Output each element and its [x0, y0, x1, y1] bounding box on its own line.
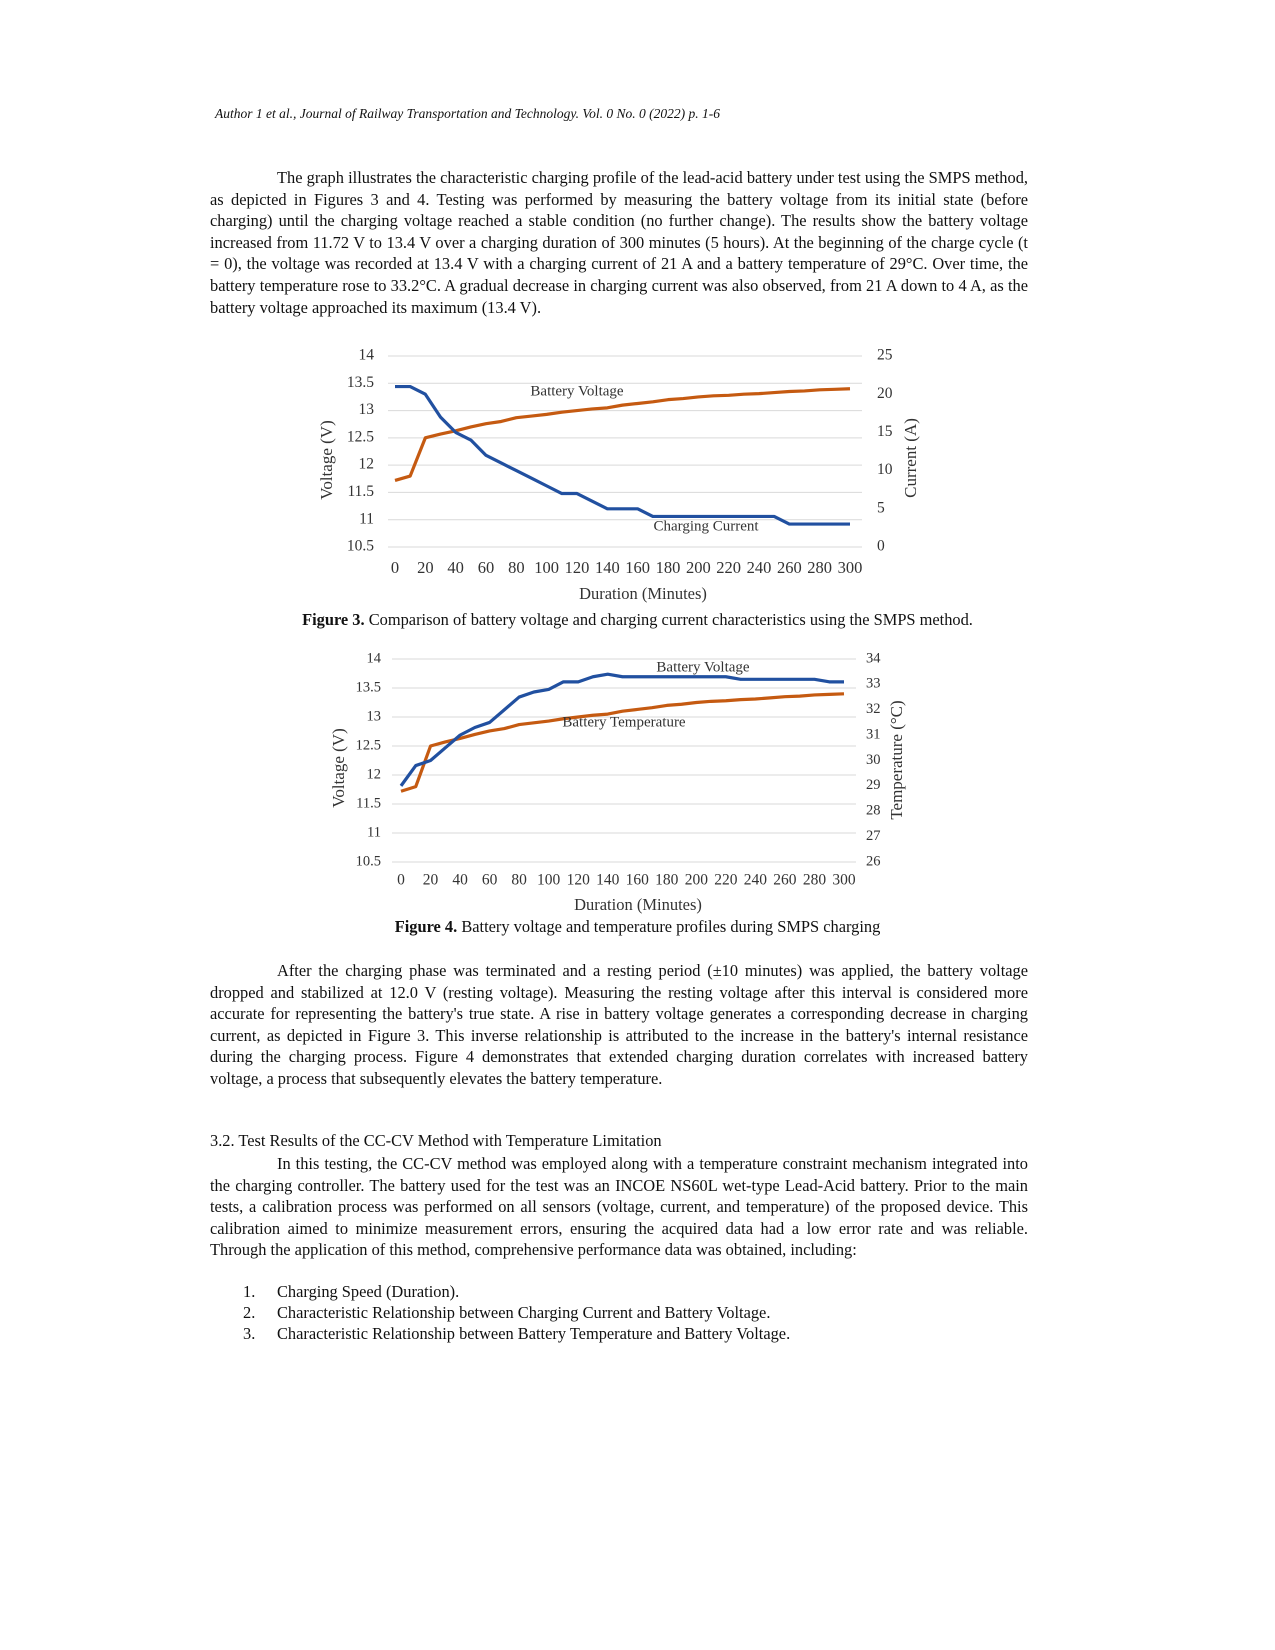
- y2-tick-label: 26: [866, 853, 881, 869]
- y-tick-label: 11: [359, 510, 374, 527]
- y-tick-label: 13: [359, 401, 375, 418]
- x-tick-label: 160: [626, 872, 650, 889]
- data-line: [399, 672, 844, 787]
- list-number: 1.: [243, 1282, 256, 1301]
- y-tick-label: 14: [367, 650, 382, 666]
- series-label: Battery Temperature: [562, 714, 686, 730]
- y2-tick-label: 10: [877, 461, 893, 478]
- paragraph: The graph illustrates the characteristic…: [210, 168, 1028, 317]
- y2-tick-label: 31: [866, 726, 881, 742]
- figure-label: Figure 4.: [394, 917, 458, 936]
- y-axis-title: Voltage (V): [317, 420, 336, 499]
- x-tick-label: 180: [656, 558, 681, 577]
- list-number: 2.: [243, 1303, 256, 1322]
- list-number: 3.: [243, 1324, 256, 1343]
- y-tick-label: 11.5: [347, 483, 374, 500]
- y-tick-label: 12.5: [347, 428, 374, 445]
- x-tick-label: 280: [807, 558, 832, 577]
- x-tick-label: 200: [685, 872, 709, 889]
- figure-label: Figure 3.: [302, 610, 365, 629]
- x-tick-label: 80: [508, 558, 525, 577]
- y-axis-title: Voltage (V): [329, 728, 348, 807]
- x-axis-title: Duration (Minutes): [574, 895, 702, 914]
- x-tick-label: 120: [567, 872, 591, 889]
- y-tick-label: 12: [359, 456, 375, 473]
- y-tick-label: 13.5: [356, 679, 381, 695]
- section-heading: 3.2. Test Results of the CC-CV Method wi…: [210, 1131, 662, 1150]
- x-tick-label: 80: [511, 872, 527, 889]
- paragraph: After the charging phase was terminated …: [210, 961, 1028, 1088]
- y2-tick-label: 32: [866, 701, 881, 717]
- x-tick-label: 300: [832, 872, 856, 889]
- y-tick-label: 12.5: [356, 737, 381, 753]
- x-tick-label: 140: [596, 872, 620, 889]
- x-tick-label: 20: [417, 558, 434, 577]
- y2-tick-label: 28: [866, 803, 881, 819]
- y2-tick-label: 30: [866, 752, 881, 768]
- x-tick-label: 160: [625, 558, 650, 577]
- y-tick-label: 11.5: [356, 795, 381, 811]
- running-header: Author 1 et al., Journal of Railway Tran…: [215, 106, 721, 121]
- x-axis-title: Duration (Minutes): [579, 584, 707, 603]
- y-tick-label: 13.5: [347, 374, 374, 391]
- series-label: Battery Voltage: [530, 383, 624, 399]
- caption-text: Battery voltage and temperature profiles…: [461, 917, 881, 936]
- chart: 10.5 11 11.5 12 12.5 13 13.5 14 26 27 28 29 30 31 32 33…: [329, 650, 906, 914]
- x-tick-label: 60: [482, 872, 498, 889]
- series-label: Battery Voltage: [656, 659, 750, 675]
- x-tick-label: 200: [686, 558, 711, 577]
- x-tick-label: 0: [391, 558, 399, 577]
- x-tick-label: 260: [777, 558, 802, 577]
- y2-tick-label: 33: [866, 676, 881, 692]
- x-tick-label: 120: [565, 558, 590, 577]
- series-label: Charging Current: [653, 518, 759, 534]
- x-tick-label: 60: [478, 558, 495, 577]
- y2-tick-label: 29: [866, 777, 881, 793]
- figure-caption: Figure 3. Comparison of battery voltage …: [0, 610, 1275, 630]
- x-tick-label: 240: [747, 558, 772, 577]
- list-item: Characteristic Relationship between Batt…: [277, 1324, 791, 1343]
- figure-caption: Figure 4. Battery voltage and temperatur…: [0, 917, 1275, 937]
- x-tick-label: 100: [537, 872, 561, 889]
- y-tick-label: 14: [359, 347, 375, 364]
- list-item: Charging Speed (Duration).: [277, 1282, 460, 1301]
- y2-axis-title: Temperature (°C): [887, 700, 906, 819]
- x-tick-label: 140: [595, 558, 620, 577]
- data-line: [394, 387, 851, 482]
- x-tick-label: 240: [744, 872, 768, 889]
- y2-tick-label: 34: [866, 650, 881, 666]
- x-tick-label: 220: [716, 558, 741, 577]
- y-tick-label: 10.5: [347, 538, 374, 555]
- y-tick-label: 12: [367, 766, 382, 782]
- y2-axis-title: Current (A): [901, 418, 920, 498]
- y2-tick-label: 5: [877, 499, 885, 516]
- x-tick-label: 280: [803, 872, 827, 889]
- y2-tick-label: 20: [877, 385, 893, 402]
- x-tick-label: 100: [534, 558, 559, 577]
- caption-text: Comparison of battery voltage and chargi…: [368, 610, 973, 629]
- list-item: Characteristic Relationship between Char…: [277, 1303, 771, 1322]
- data-line: [400, 692, 845, 793]
- y-tick-label: 11: [367, 824, 381, 840]
- x-tick-label: 220: [714, 872, 738, 889]
- y-tick-label: 13: [367, 708, 382, 724]
- x-tick-label: 180: [655, 872, 679, 889]
- y2-tick-label: 27: [866, 828, 881, 844]
- x-tick-label: 0: [397, 872, 405, 889]
- x-tick-label: 20: [423, 872, 439, 889]
- x-tick-label: 300: [838, 558, 863, 577]
- data-line: [395, 384, 850, 526]
- y2-tick-label: 0: [877, 538, 885, 555]
- x-tick-label: 260: [773, 872, 797, 889]
- paragraph: In this testing, the CC-CV method was em…: [210, 1154, 1028, 1260]
- x-tick-label: 40: [452, 872, 468, 889]
- y2-tick-label: 25: [877, 347, 893, 364]
- y-tick-label: 10.5: [356, 853, 381, 869]
- x-tick-label: 40: [447, 558, 464, 577]
- y2-tick-label: 15: [877, 423, 893, 440]
